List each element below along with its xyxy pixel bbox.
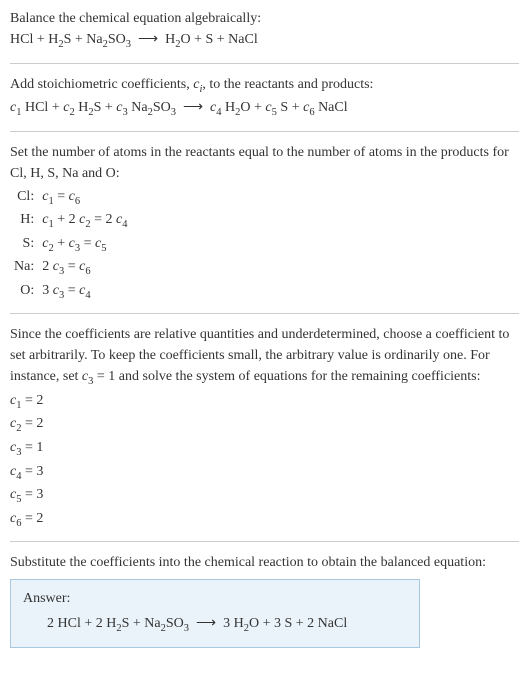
coeff-line: c1 = 2 <box>10 390 519 414</box>
table-row: O:3 c3 = c4 <box>10 280 131 304</box>
atom-equation: c1 + 2 c2 = 2 c4 <box>38 209 131 233</box>
atoms-section: Set the number of atoms in the reactants… <box>10 142 519 304</box>
table-row: Cl:c1 = c6 <box>10 186 131 210</box>
atom-label: Na: <box>10 256 38 280</box>
atom-equation: c2 + c3 = c5 <box>38 233 131 257</box>
divider <box>10 541 519 542</box>
intro-text: Balance the chemical equation algebraica… <box>10 8 519 29</box>
stoich-section: Add stoichiometric coefficients, ci, to … <box>10 74 519 121</box>
atom-label: Cl: <box>10 186 38 210</box>
coeff-line: c2 = 2 <box>10 413 519 437</box>
intro-equation: HCl + H2S + Na2SO3 ⟶ H2O + S + NaCl <box>10 29 519 53</box>
atom-equation: c1 = c6 <box>38 186 131 210</box>
coeff-line: c5 = 3 <box>10 484 519 508</box>
stoich-equation: c1 HCl + c2 H2S + c3 Na2SO3 ⟶ c4 H2O + c… <box>10 97 519 121</box>
atoms-intro: Set the number of atoms in the reactants… <box>10 142 519 184</box>
arrow: ⟶ <box>138 32 158 47</box>
coeff-line: c4 = 3 <box>10 461 519 485</box>
intro-section: Balance the chemical equation algebraica… <box>10 8 519 53</box>
atom-label: O: <box>10 280 38 304</box>
stoich-text: Add stoichiometric coefficients, ci, to … <box>10 74 519 98</box>
subst-section: Substitute the coefficients into the che… <box>10 552 519 648</box>
coeff-line: c6 = 2 <box>10 508 519 532</box>
answer-box: Answer: 2 HCl + 2 H2S + Na2SO3 ⟶ 3 H2O +… <box>10 579 420 648</box>
answer-equation: 2 HCl + 2 H2S + Na2SO3 ⟶ 3 H2O + 3 S + 2… <box>23 613 407 637</box>
choose-text: Since the coefficients are relative quan… <box>10 324 519 390</box>
table-row: S:c2 + c3 = c5 <box>10 233 131 257</box>
table-row: Na:2 c3 = c6 <box>10 256 131 280</box>
atom-equation: 3 c3 = c4 <box>38 280 131 304</box>
choose-section: Since the coefficients are relative quan… <box>10 324 519 531</box>
subst-text: Substitute the coefficients into the che… <box>10 552 519 573</box>
atom-label: S: <box>10 233 38 257</box>
divider <box>10 131 519 132</box>
coeff-line: c3 = 1 <box>10 437 519 461</box>
eq-lhs: HCl + H2S + Na2SO3 <box>10 32 131 47</box>
atoms-table: Cl:c1 = c6H:c1 + 2 c2 = 2 c4S:c2 + c3 = … <box>10 186 131 304</box>
divider <box>10 63 519 64</box>
table-row: H:c1 + 2 c2 = 2 c4 <box>10 209 131 233</box>
atom-label: H: <box>10 209 38 233</box>
eq-rhs: H2O + S + NaCl <box>165 32 258 47</box>
answer-label: Answer: <box>23 588 407 609</box>
atom-equation: 2 c3 = c6 <box>38 256 131 280</box>
coeff-list: c1 = 2c2 = 2c3 = 1c4 = 3c5 = 3c6 = 2 <box>10 390 519 531</box>
divider <box>10 313 519 314</box>
